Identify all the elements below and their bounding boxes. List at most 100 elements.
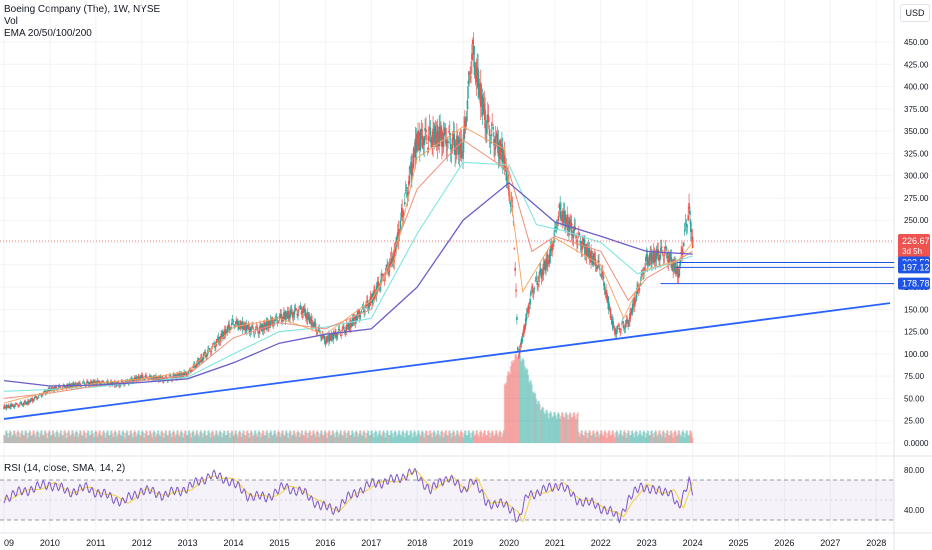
volume-bar: [75, 430, 78, 443]
candle-body: [268, 321, 270, 329]
candle-body: [501, 144, 503, 161]
volume-bar: [569, 413, 572, 443]
candle-body: [480, 97, 483, 103]
price-axis-label: 325.00: [904, 149, 929, 158]
candle-body: [189, 369, 192, 371]
volume-bar: [25, 430, 27, 443]
candle-body: [87, 381, 90, 385]
volume-bar: [92, 433, 94, 443]
volume-bar: [415, 436, 418, 443]
volume-bar: [142, 432, 145, 443]
volume-bar: [215, 430, 217, 443]
volume-bar: [291, 434, 294, 443]
candle-body: [81, 382, 84, 384]
candle-body: [57, 386, 60, 388]
time-axis-label: 2026: [774, 538, 794, 548]
volume-bar: [201, 437, 204, 443]
candle-body: [283, 312, 285, 320]
rsi-label[interactable]: RSI (14, close, SMA, 14, 2): [4, 463, 126, 474]
candle-body: [411, 163, 414, 171]
ema-label[interactable]: EMA 20/50/100/200: [4, 28, 92, 39]
candle-body: [671, 265, 674, 266]
volume-bar: [378, 430, 380, 443]
candle-body: [148, 376, 151, 378]
candle-body: [471, 53, 473, 60]
volume-bar: [251, 431, 253, 443]
volume-bar: [367, 431, 370, 443]
candle-body: [470, 76, 472, 78]
candle-body: [497, 142, 500, 157]
candle-body: [404, 202, 406, 205]
volume-bar: [18, 432, 20, 443]
volume-bar: [537, 401, 539, 443]
volume-bar: [76, 431, 79, 443]
candle-body: [255, 326, 258, 328]
symbol-title[interactable]: Boeing Company (The), 1W, NYSE: [4, 4, 161, 15]
volume-bar: [358, 433, 360, 443]
volume-bar: [577, 431, 580, 443]
candle-body: [458, 139, 461, 155]
time-axis-label: 2020: [499, 538, 519, 548]
time-axis-label: 2027: [820, 538, 840, 548]
time-axis-label: 2012: [132, 538, 152, 548]
volume-bar: [54, 436, 57, 443]
volume-bar: [497, 436, 500, 443]
candle-body: [651, 252, 653, 265]
volume-bar: [299, 433, 302, 443]
volume-bar: [160, 431, 162, 443]
volume-bar: [163, 433, 166, 443]
volume-bar: [411, 437, 414, 443]
candle-body: [249, 330, 252, 333]
volume-bar: [443, 433, 446, 443]
candle-body: [17, 406, 19, 408]
candle-body: [245, 326, 247, 329]
candle-body: [425, 129, 427, 133]
volume-bar: [584, 430, 587, 443]
volume-label[interactable]: Vol: [4, 16, 18, 27]
candle-body: [24, 401, 26, 404]
candle-body: [655, 249, 658, 260]
volume-bar: [596, 430, 599, 443]
volume-bar: [125, 430, 128, 443]
volume-bar: [207, 431, 209, 443]
volume-bar: [568, 414, 570, 443]
candle-body: [271, 318, 274, 323]
volume-bar: [120, 435, 123, 443]
candle-body: [29, 399, 32, 403]
volume-bar: [471, 430, 474, 443]
candle-body: [622, 324, 625, 329]
currency-button[interactable]: USD: [900, 4, 930, 22]
candle-body: [208, 348, 210, 350]
candle-body: [418, 143, 420, 144]
volume-bar: [545, 410, 547, 443]
candle-body: [164, 376, 167, 378]
volume-bar: [139, 434, 141, 443]
volume-bar: [57, 432, 59, 443]
candle-body: [500, 146, 502, 153]
candle-body: [321, 338, 323, 340]
volume-bar: [487, 430, 490, 443]
candle-body: [313, 322, 315, 329]
volume-bar: [525, 367, 528, 443]
candle-body: [38, 394, 41, 396]
volume-bar: [13, 430, 16, 443]
volume-bar: [659, 430, 661, 443]
volume-bar: [405, 430, 408, 443]
candle-body: [342, 326, 344, 328]
volume-bar: [47, 432, 49, 443]
volume-bar: [524, 369, 527, 443]
candle-body: [98, 380, 101, 384]
time-axis-label: 2015: [269, 538, 289, 548]
volume-bar: [193, 436, 196, 443]
rsi-axis-label: 40.00: [904, 506, 925, 515]
candle-body: [679, 258, 682, 266]
candle-body: [616, 326, 619, 329]
volume-bar: [30, 435, 33, 443]
candle-body: [486, 114, 489, 123]
candle-body: [594, 259, 597, 266]
candle-body: [572, 230, 575, 239]
candle-body: [544, 260, 546, 271]
volume-bar: [61, 434, 64, 443]
volume-bar: [140, 436, 142, 443]
